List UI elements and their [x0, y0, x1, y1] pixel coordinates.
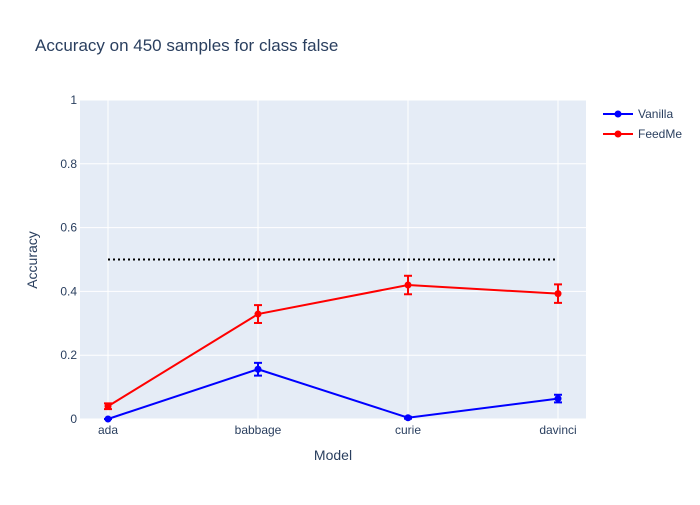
series-feedme — [104, 274, 562, 411]
series-layer — [104, 274, 562, 423]
y-tick-label-5: 1 — [70, 93, 77, 107]
legend-item-vanilla[interactable]: Vanilla — [603, 107, 673, 121]
x-tick-label-curie: curie — [395, 423, 421, 437]
point-vanilla-curie[interactable] — [404, 414, 412, 422]
series-line-feedme — [107, 284, 559, 408]
chart-title: Accuracy on 450 samples for class false — [35, 36, 338, 55]
point-vanilla-ada[interactable] — [104, 415, 112, 423]
x-tick-label-babbage: babbage — [235, 423, 282, 437]
series-line-vanilla — [107, 368, 559, 420]
x-axis-label: Model — [314, 447, 352, 463]
point-feedme-davinci[interactable] — [554, 290, 562, 298]
point-vanilla-babbage[interactable] — [254, 365, 262, 373]
legend-marker-feedme — [614, 130, 622, 138]
point-feedme-curie[interactable] — [404, 281, 412, 289]
legend-label-vanilla: Vanilla — [638, 107, 673, 121]
legend-item-feedme[interactable]: FeedMe — [603, 127, 682, 141]
y-tick-label-2: 0.4 — [60, 284, 77, 298]
point-feedme-babbage[interactable] — [254, 310, 262, 318]
x-tick-label-ada: ada — [98, 423, 118, 437]
legend-marker-vanilla — [614, 110, 622, 118]
point-feedme-ada[interactable] — [104, 402, 112, 410]
legend[interactable]: Vanilla FeedMe — [603, 107, 682, 141]
gridlines — [80, 99, 586, 420]
y-tick-label-0: 0 — [70, 412, 77, 426]
legend-label-feedme: FeedMe — [638, 127, 682, 141]
y-tick-label-1: 0.2 — [60, 348, 77, 362]
y-tick-label-4: 0.8 — [60, 157, 77, 171]
y-axis-label: Accuracy — [24, 231, 40, 289]
series-vanilla — [104, 361, 562, 423]
y-tick-label-3: 0.6 — [60, 221, 77, 235]
y-tick-labels: 0 0.2 0.4 0.6 0.8 1 — [60, 93, 77, 426]
x-tick-labels: ada babbage curie davinci — [98, 423, 577, 437]
point-vanilla-davinci[interactable] — [554, 395, 562, 403]
x-tick-label-davinci: davinci — [539, 423, 576, 437]
